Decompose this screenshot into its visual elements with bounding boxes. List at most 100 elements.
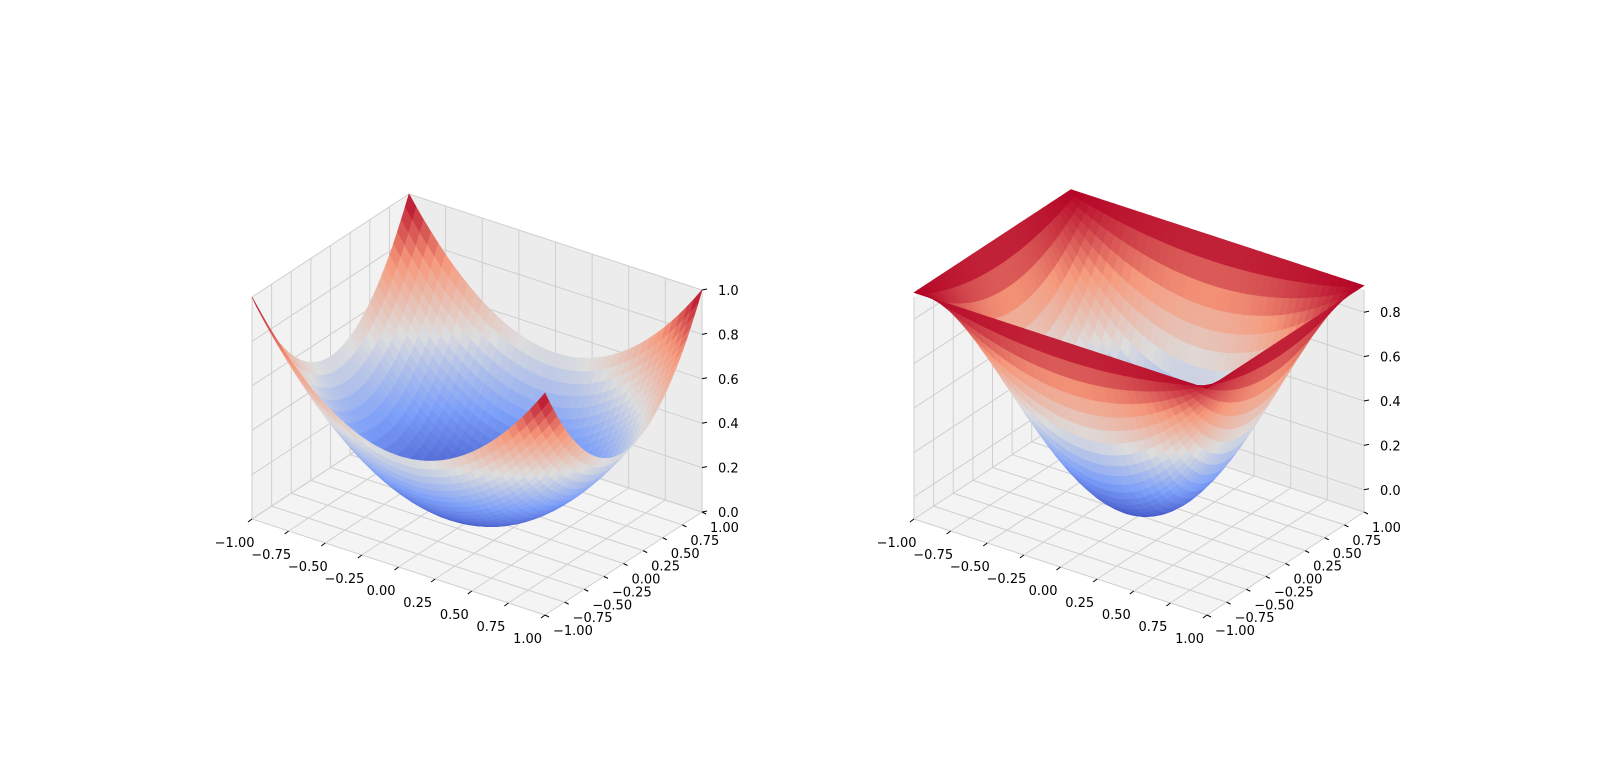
surface-facet [537, 392, 550, 411]
grid-line [508, 499, 666, 604]
y-tick-label: 0.75 [1352, 534, 1381, 549]
z-tick [1363, 399, 1370, 402]
z-tick-label: 0.4 [1380, 395, 1401, 410]
z-tick-label: 0.6 [718, 373, 739, 388]
z-tick [1363, 310, 1370, 313]
y-tick-label: 0.50 [671, 547, 700, 562]
x-tick [1202, 614, 1208, 619]
x-tick [1019, 554, 1025, 559]
z-tick-label: 0.2 [718, 462, 739, 477]
y-tick-label: 0.25 [651, 560, 680, 575]
surface-plot-right: −1.00−0.75−0.50−0.250.000.250.500.751.00… [877, 189, 1401, 647]
y-tick-label: 1.00 [1372, 521, 1401, 536]
y-tick [662, 537, 667, 541]
x-tick [909, 518, 915, 523]
y-tick-label: 0.50 [1333, 547, 1362, 562]
x-tick-label: 0.50 [1102, 608, 1131, 623]
y-tick [642, 550, 648, 554]
y-tick-label: −0.25 [1274, 585, 1314, 600]
x-tick [1129, 590, 1135, 595]
x-tick-label: 0.00 [1029, 584, 1058, 599]
x-tick [946, 530, 951, 535]
y-tick [1324, 537, 1329, 541]
surface-mesh [251, 193, 703, 527]
x-tick [540, 614, 546, 619]
x-tick-label: 0.25 [1065, 596, 1094, 611]
x-tick-label: 1.00 [1175, 632, 1204, 647]
z-tick [1363, 443, 1370, 446]
z-tick-label: 0.0 [1380, 484, 1401, 499]
surface-mesh [913, 189, 1365, 517]
x-tick [394, 566, 399, 571]
surface-facet [1199, 385, 1212, 389]
y-tick-label: −0.50 [1254, 598, 1294, 613]
surface-plot-left: −1.00−0.75−0.50−0.250.000.250.500.751.00… [215, 193, 739, 647]
x-tick [320, 542, 326, 547]
x-tick-label: −0.25 [325, 572, 365, 587]
y-tick [1285, 563, 1290, 566]
x-tick [284, 530, 289, 535]
y-tick [682, 524, 687, 528]
y-tick [603, 575, 609, 579]
x-tick [247, 518, 253, 523]
z-tick [701, 332, 708, 335]
y-tick [1206, 614, 1212, 618]
y-tick-label: 0.75 [690, 534, 719, 549]
y-tick [584, 588, 589, 592]
z-tick-label: 1.0 [718, 284, 739, 299]
z-tick-label: 0.6 [1380, 351, 1401, 366]
x-tick-label: 0.25 [403, 596, 432, 611]
y-tick [564, 601, 569, 605]
grid-line [1170, 499, 1328, 604]
z-tick [701, 510, 708, 513]
x-tick-label: −0.50 [288, 560, 328, 575]
y-tick [1363, 511, 1369, 515]
z-tick [701, 466, 708, 469]
z-tick [1363, 355, 1370, 358]
x-tick [1092, 578, 1098, 583]
y-tick-label: −0.25 [612, 585, 652, 600]
x-tick [504, 602, 509, 607]
y-tick-label: 0.00 [1294, 573, 1323, 588]
x-tick-label: 0.50 [440, 608, 469, 623]
x-tick [467, 590, 473, 595]
y-tick [1226, 601, 1231, 605]
y-tick [1246, 588, 1251, 592]
x-tick [357, 554, 363, 559]
z-tick [701, 377, 708, 380]
y-tick [1265, 575, 1271, 579]
x-tick-label: 0.75 [1138, 620, 1167, 635]
y-tick-label: −0.50 [592, 598, 632, 613]
x-tick-label: −1.00 [215, 536, 255, 551]
x-tick [982, 542, 988, 547]
z-tick-label: 0.8 [1380, 306, 1401, 321]
x-tick-label: −0.50 [950, 560, 990, 575]
z-tick [701, 421, 708, 424]
x-tick-label: 1.00 [513, 632, 542, 647]
x-tick [1056, 566, 1061, 571]
y-tick [623, 563, 628, 566]
y-tick [1344, 524, 1349, 528]
z-tick [1363, 488, 1370, 491]
x-tick-label: −1.00 [877, 536, 917, 551]
x-tick-label: −0.75 [251, 548, 291, 563]
y-tick-label: 1.00 [710, 521, 739, 536]
y-tick-label: −0.75 [573, 611, 613, 626]
z-tick-label: 0.0 [718, 506, 739, 521]
grid-line [1096, 475, 1255, 580]
y-tick-label: 0.25 [1313, 560, 1342, 575]
z-tick-label: 0.4 [718, 417, 739, 432]
y-tick [1304, 550, 1310, 554]
z-tick-label: 0.2 [1380, 439, 1401, 454]
x-tick [1166, 602, 1171, 607]
x-tick-label: 0.75 [476, 620, 505, 635]
x-tick [430, 578, 436, 583]
z-tick [701, 288, 708, 291]
y-tick-label: 0.00 [632, 573, 661, 588]
y-tick-label: −1.00 [1215, 624, 1255, 639]
x-tick-label: −0.75 [913, 548, 953, 563]
y-tick-label: −0.75 [1235, 611, 1275, 626]
x-tick-label: 0.00 [367, 584, 396, 599]
x-tick-label: −0.25 [987, 572, 1027, 587]
